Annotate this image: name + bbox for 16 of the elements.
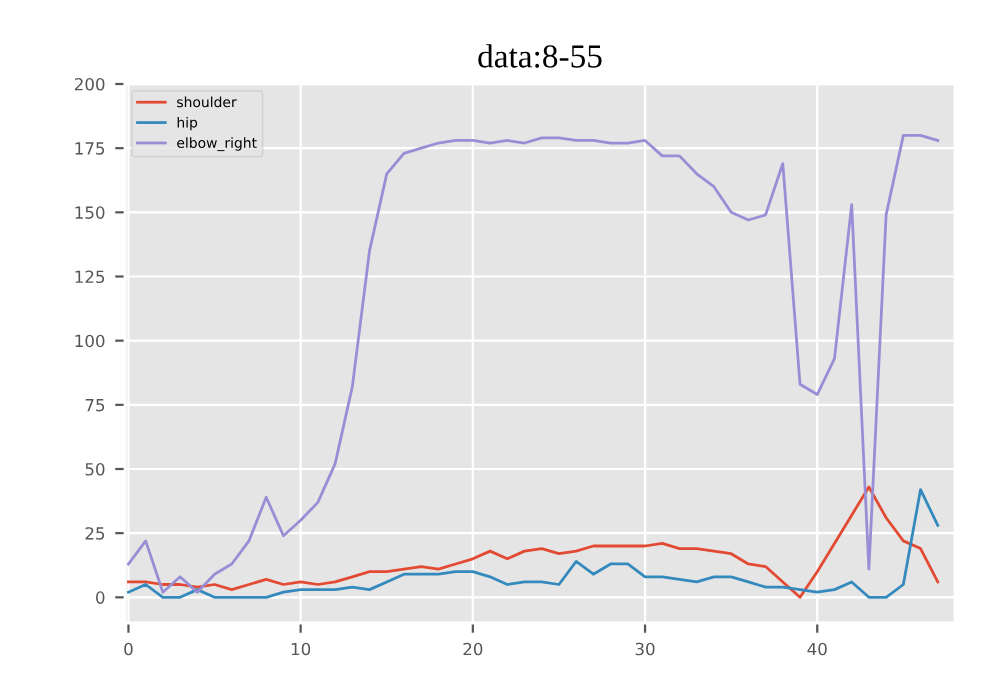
y-tick-label: 125 bbox=[75, 270, 105, 284]
x-tick-label: 20 bbox=[463, 642, 483, 656]
y-tick-label: 75 bbox=[85, 399, 105, 412]
x-tick-label: 0 bbox=[124, 642, 133, 656]
y-tick-label: 200 bbox=[74, 77, 105, 91]
chart-title: data:8-55 bbox=[478, 44, 602, 68]
x-tick-label: 40 bbox=[807, 642, 827, 656]
y-tick-label: 150 bbox=[75, 206, 105, 219]
x-tick-label: 10 bbox=[291, 642, 311, 656]
y-tick-label: 50 bbox=[85, 462, 105, 476]
y-tick-label: 100 bbox=[75, 334, 105, 348]
x-tick-label: 30 bbox=[635, 642, 655, 656]
y-tick-label: 25 bbox=[85, 527, 105, 540]
y-tick-label: 0 bbox=[96, 591, 105, 604]
line-series bbox=[127, 133, 940, 594]
y-tick-label: 175 bbox=[75, 142, 105, 155]
